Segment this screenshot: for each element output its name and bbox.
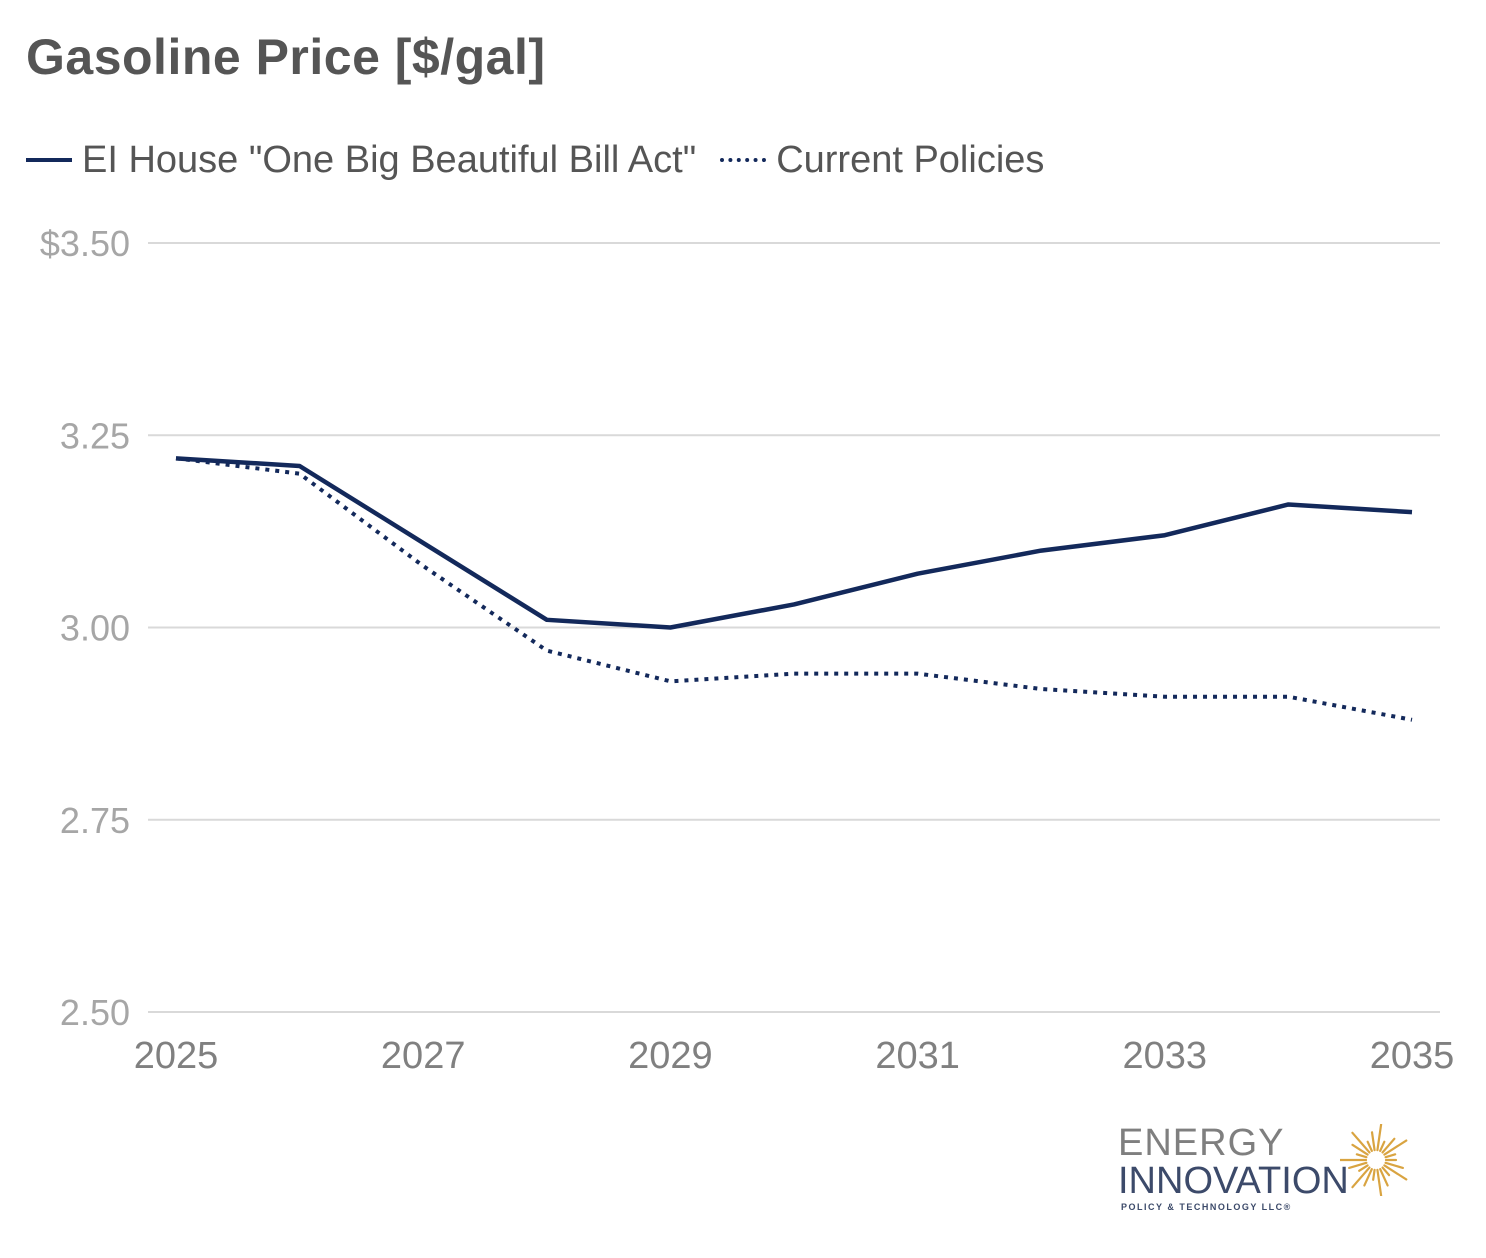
sunburst-ray <box>1383 1139 1408 1156</box>
legend-item-ei-house: EI House "One Big Beautiful Bill Act" <box>26 139 696 182</box>
x-tick-label: 2027 <box>381 1035 466 1077</box>
legend-label-current-policies: Current Policies <box>776 138 1045 181</box>
sunburst-ray <box>1351 1131 1371 1154</box>
logo-line-tagline: POLICY & TECHNOLOGY LLC® <box>1121 1202 1292 1212</box>
y-tick-label: $3.50 <box>40 223 130 264</box>
series-line-ei-house <box>175 456 1413 630</box>
x-tick-label: 2025 <box>134 1035 219 1077</box>
sunburst-ray <box>1355 1153 1368 1159</box>
y-tick-label: 2.50 <box>60 992 130 1033</box>
legend-item-current-policies: Current Policies <box>720 139 1044 182</box>
legend-swatch-dotted <box>720 158 767 162</box>
sunburst-icon <box>1340 1124 1408 1196</box>
sunburst-ray <box>1379 1140 1386 1153</box>
legend-swatch-solid <box>26 158 72 162</box>
logo-line-innovation: INNOVATION <box>1118 1160 1349 1202</box>
sunburst-ray <box>1351 1166 1371 1189</box>
sunburst-ray <box>1381 1166 1391 1177</box>
grid-lines <box>148 242 1440 1013</box>
y-axis-tick-labels: 2.50 2.75 3.00 3.25 $3.50 <box>40 223 130 1033</box>
sunburst-ray <box>1372 1168 1376 1181</box>
sunburst-ray <box>1348 1161 1368 1169</box>
y-tick-label: 3.00 <box>60 608 130 649</box>
x-axis-tick-labels: 2025 2027 2029 2031 2033 2035 <box>134 1035 1455 1077</box>
series-lines <box>175 456 1413 722</box>
x-tick-label: 2031 <box>875 1035 960 1077</box>
sunburst-ray <box>1351 1143 1369 1156</box>
chart-legend: EI House "One Big Beautiful Bill Act" Cu… <box>26 136 1068 184</box>
energy-innovation-logo: ENERGY INNOVATION POLICY & TECHNOLOGY LL… <box>1118 1122 1418 1222</box>
sunburst-ray <box>1370 1131 1376 1152</box>
series-line-current-policies <box>175 456 1413 722</box>
legend-label-ei-house: EI House "One Big Beautiful Bill Act" <box>82 138 697 181</box>
sunburst-ray <box>1381 1137 1396 1154</box>
sunburst-ray <box>1383 1164 1408 1181</box>
sunburst-ray <box>1384 1153 1397 1159</box>
sunburst-ray <box>1384 1161 1404 1169</box>
sunburst-ray <box>1376 1124 1383 1152</box>
logo-line-energy: ENERGY <box>1118 1122 1285 1164</box>
sunburst-ray <box>1376 1168 1383 1196</box>
y-tick-label: 3.25 <box>60 415 130 456</box>
x-tick-label: 2033 <box>1123 1035 1208 1077</box>
chart-title: Gasoline Price [$/gal] <box>26 29 546 85</box>
x-tick-label: 2035 <box>1370 1035 1455 1077</box>
sunburst-ray <box>1363 1167 1373 1187</box>
sunburst-ray <box>1358 1164 1369 1172</box>
sunburst-ray <box>1379 1167 1389 1187</box>
y-tick-label: 2.75 <box>60 800 130 841</box>
x-tick-label: 2029 <box>628 1035 713 1077</box>
sunburst-ray <box>1366 1140 1373 1153</box>
